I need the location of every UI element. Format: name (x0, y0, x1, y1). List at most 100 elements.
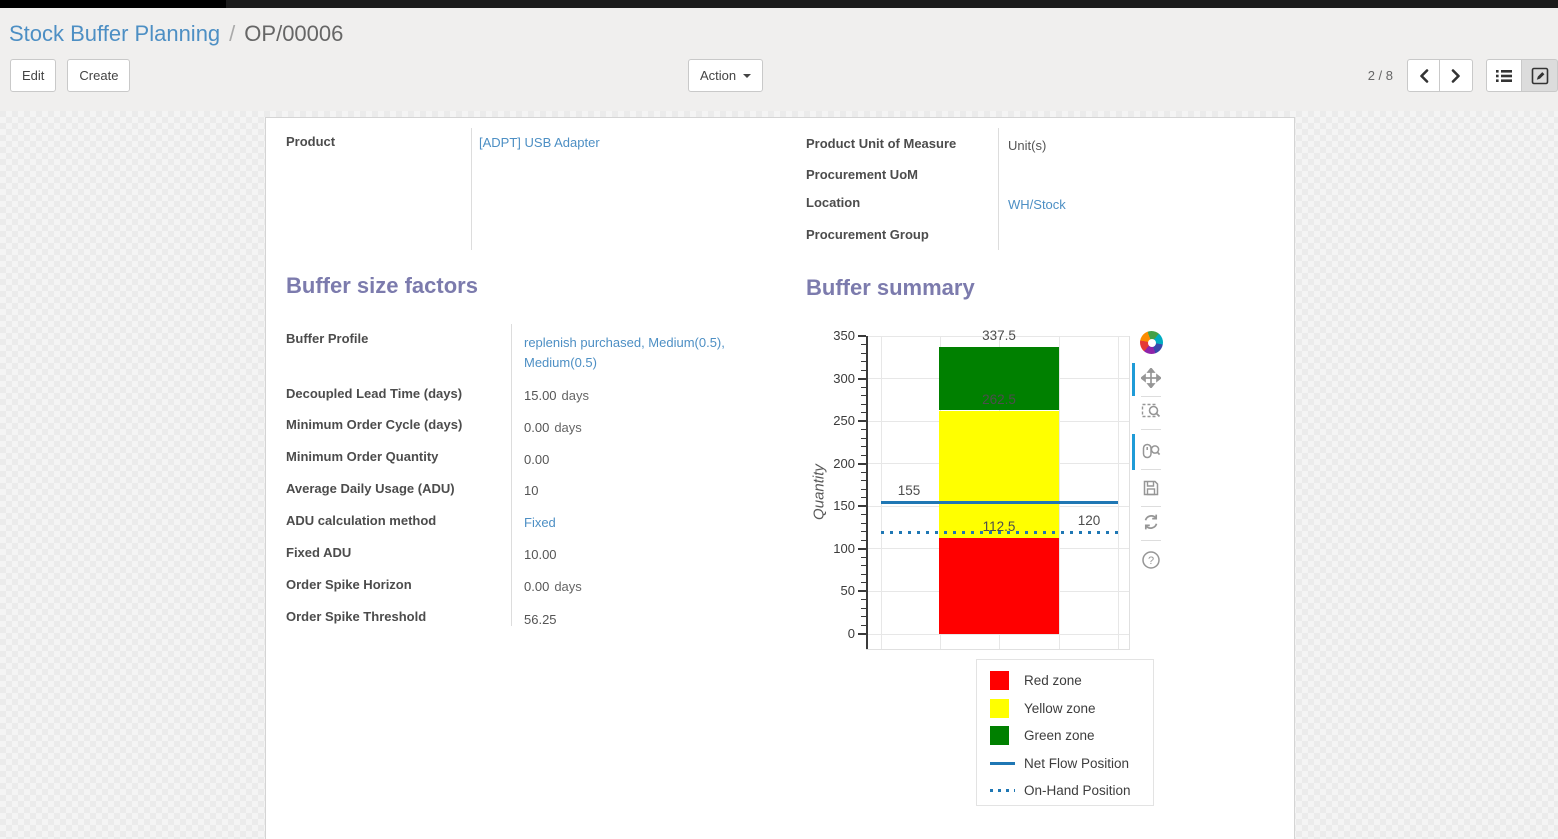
chart-minor-tick (861, 386, 866, 388)
buffer-profile-value-link[interactable]: replenish purchased, Medium(0.5), Medium… (524, 335, 725, 371)
chart-minor-tick (861, 454, 866, 456)
pager-counter: 2 / 8 (1367, 68, 1393, 83)
chart-minor-tick (861, 514, 866, 516)
chart-minor-tick (861, 497, 866, 499)
chart-major-tick (858, 377, 866, 380)
chart-major-tick (858, 505, 866, 508)
buffer-summary-title: Buffer summary (806, 275, 975, 300)
chart-annotation: 155 (897, 483, 921, 499)
min-order-cycle-value: 0.00 days (524, 420, 582, 435)
form-sheet: Product [ADPT] USB Adapter Product Unit … (265, 117, 1295, 839)
chart-minor-tick (861, 369, 866, 371)
legend-item-on-hand-position: On-Hand Position (990, 781, 1153, 800)
wheel-zoom-active-indicator (1132, 434, 1135, 470)
location-label: Location (806, 195, 861, 210)
location-value-link[interactable]: WH/Stock (1008, 197, 1066, 212)
decoupled-lead-time-unit: days (561, 388, 590, 403)
box-zoom-tool-icon[interactable] (1141, 401, 1161, 421)
chart-minor-tick (861, 471, 866, 473)
chart-minor-tick (861, 624, 866, 626)
min-order-cycle-label: Minimum Order Cycle (days) (286, 417, 463, 432)
wheel-zoom-tool-icon[interactable] (1141, 441, 1161, 461)
pager-and-view-switcher: 2 / 8 (1368, 59, 1558, 92)
on-hand-dotted-swatch (990, 789, 1015, 792)
pager-buttons (1407, 59, 1473, 92)
chart-bar-yellow-zone (939, 410, 1059, 539)
buffer-chart[interactable]: Quantity (811, 326, 1294, 831)
chart-minor-tick (861, 531, 866, 533)
chart-gridline-h (867, 335, 1129, 337)
top-menubar-left-segment (0, 0, 226, 8)
bokeh-logo-icon[interactable] (1140, 331, 1163, 354)
chart-tick-label: 200 (833, 455, 855, 471)
field-separator-left-column (471, 128, 472, 250)
toolbar-separator (1141, 469, 1161, 470)
chart-minor-tick (861, 565, 866, 567)
chart-tick-label: 50 (840, 583, 855, 599)
chart-minor-tick (861, 582, 866, 584)
reset-tool-icon[interactable] (1141, 512, 1161, 532)
view-switcher (1486, 59, 1558, 92)
yellow-zone-swatch (990, 698, 1015, 718)
legend-item-red-zone: Red zone (990, 671, 1153, 690)
pager-previous-button[interactable] (1407, 59, 1440, 92)
legend-item-yellow-zone: Yellow zone (990, 698, 1153, 718)
chart-tick-label: 100 (833, 540, 855, 556)
form-view-edit-icon (1531, 67, 1548, 84)
chart-gridline-v (1118, 336, 1119, 649)
chart-tick-label: 300 (833, 370, 855, 386)
adu-value: 10 (524, 483, 539, 498)
chart-annotation: 112.5 (982, 519, 1016, 535)
chart-minor-tick (861, 599, 866, 601)
green-zone-swatch (990, 726, 1015, 745)
help-tool-icon[interactable]: ? (1141, 550, 1161, 570)
create-button[interactable]: Create (67, 59, 131, 92)
toolbar-separator (1141, 429, 1161, 430)
list-view-button[interactable] (1486, 59, 1522, 92)
chart-major-tick (858, 420, 866, 423)
chart-minor-tick (861, 403, 866, 405)
buffer-profile-label: Buffer Profile (286, 331, 369, 346)
form-view-button[interactable] (1522, 59, 1558, 92)
chart-bottom-border (866, 649, 1130, 650)
breadcrumb-current: OP/00006 (244, 21, 344, 46)
field-separator-right-column (998, 128, 999, 250)
chart-minor-tick (861, 488, 866, 490)
chart-minor-tick (861, 480, 866, 482)
chart-major-tick (858, 335, 866, 337)
caret-down-icon (743, 73, 752, 78)
chart-major-tick (858, 462, 866, 465)
chart-tick-label: 150 (833, 498, 855, 514)
fixed-adu-label: Fixed ADU (286, 545, 352, 560)
chart-annotation: 120 (1077, 512, 1101, 528)
toolbar-separator (1141, 540, 1161, 541)
decoupled-lead-time-value: 15.00 days (524, 388, 590, 403)
chart-minor-tick (861, 412, 866, 414)
toolbar-separator (1141, 396, 1161, 397)
breadcrumb-parent-link[interactable]: Stock Buffer Planning (9, 21, 221, 46)
chart-tick-label: 0 (847, 626, 855, 641)
adu-label: Average Daily Usage (ADU) (286, 481, 455, 496)
chart-minor-tick (861, 437, 866, 439)
save-tool-icon[interactable] (1141, 478, 1161, 498)
pager-next-button[interactable] (1440, 59, 1473, 92)
chart-annotation: 262.5 (982, 391, 1016, 407)
chart-minor-tick (861, 539, 866, 541)
action-dropdown-button[interactable]: Action (688, 59, 764, 92)
chart-minor-tick (861, 607, 866, 609)
record-buttons: Edit Create (10, 59, 131, 92)
chart-minor-tick (861, 395, 866, 397)
product-value-link[interactable]: [ADPT] USB Adapter (479, 135, 600, 150)
adu-method-value-link[interactable]: Fixed (524, 515, 556, 530)
field-separator-factors (511, 324, 512, 626)
edit-button[interactable]: Edit (10, 59, 57, 92)
chart-gridline-v (881, 336, 882, 649)
breadcrumb: Stock Buffer Planning / OP/00006 (0, 8, 1558, 47)
product-uom-value: Unit(s) (1008, 138, 1047, 153)
adu-method-label: ADU calculation method (286, 513, 437, 528)
pan-tool-icon[interactable] (1140, 367, 1162, 389)
chart-minor-tick (861, 616, 866, 618)
net-flow-line-swatch (990, 761, 1015, 765)
action-label: Action (700, 68, 737, 83)
